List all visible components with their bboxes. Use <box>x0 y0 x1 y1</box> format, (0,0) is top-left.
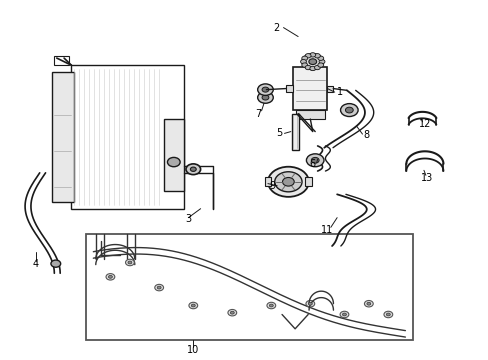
Text: 7: 7 <box>255 109 261 119</box>
Circle shape <box>106 274 115 280</box>
Circle shape <box>317 63 323 67</box>
Circle shape <box>311 157 319 163</box>
Circle shape <box>108 275 112 278</box>
Bar <box>52 72 74 202</box>
Circle shape <box>230 311 234 314</box>
Circle shape <box>383 311 392 318</box>
Text: 11: 11 <box>321 225 333 235</box>
Circle shape <box>257 92 273 103</box>
Bar <box>293 67 327 110</box>
Circle shape <box>266 302 275 309</box>
Circle shape <box>301 56 307 60</box>
Circle shape <box>188 302 197 309</box>
Text: 5: 5 <box>276 129 282 138</box>
Circle shape <box>262 87 268 92</box>
Circle shape <box>317 56 323 60</box>
Circle shape <box>364 301 372 307</box>
Bar <box>163 119 183 191</box>
Bar <box>54 56 69 65</box>
Circle shape <box>267 167 308 197</box>
Circle shape <box>366 302 370 305</box>
Circle shape <box>274 172 302 192</box>
Circle shape <box>302 54 323 69</box>
Text: 6: 6 <box>309 159 315 169</box>
Text: 2: 2 <box>272 23 279 33</box>
Circle shape <box>282 177 294 186</box>
Circle shape <box>305 301 314 307</box>
Circle shape <box>125 259 134 266</box>
Bar <box>327 86 332 92</box>
Circle shape <box>227 310 236 316</box>
Text: 4: 4 <box>33 259 39 269</box>
Circle shape <box>340 104 357 117</box>
Circle shape <box>305 66 310 70</box>
Circle shape <box>309 66 315 71</box>
Text: 9: 9 <box>269 181 275 191</box>
Circle shape <box>190 167 196 171</box>
Bar <box>291 114 298 149</box>
Circle shape <box>300 59 306 64</box>
Text: 13: 13 <box>420 173 432 183</box>
Text: 1: 1 <box>336 87 342 97</box>
Text: 3: 3 <box>185 215 191 224</box>
Circle shape <box>308 59 316 64</box>
Circle shape <box>309 53 315 57</box>
Circle shape <box>314 54 320 58</box>
Bar <box>305 177 311 186</box>
Circle shape <box>257 84 273 95</box>
Circle shape <box>51 260 61 267</box>
Circle shape <box>308 302 312 305</box>
Circle shape <box>305 54 310 58</box>
Bar <box>264 177 271 186</box>
Circle shape <box>339 311 348 318</box>
Circle shape <box>345 107 352 113</box>
Bar <box>86 234 412 339</box>
Circle shape <box>319 59 325 64</box>
Circle shape <box>128 261 132 264</box>
Circle shape <box>155 284 163 291</box>
Circle shape <box>157 286 161 289</box>
Circle shape <box>262 95 268 100</box>
Bar <box>71 65 183 209</box>
Circle shape <box>386 313 389 316</box>
Text: 8: 8 <box>363 130 369 140</box>
Circle shape <box>191 304 195 307</box>
Circle shape <box>306 154 324 167</box>
Circle shape <box>301 63 307 67</box>
Bar <box>295 110 325 119</box>
Circle shape <box>185 164 200 175</box>
Circle shape <box>342 313 346 316</box>
Circle shape <box>269 304 273 307</box>
Circle shape <box>314 66 320 70</box>
Circle shape <box>167 157 180 167</box>
Bar <box>285 85 293 92</box>
Text: 10: 10 <box>187 345 199 355</box>
Text: 12: 12 <box>418 120 430 129</box>
